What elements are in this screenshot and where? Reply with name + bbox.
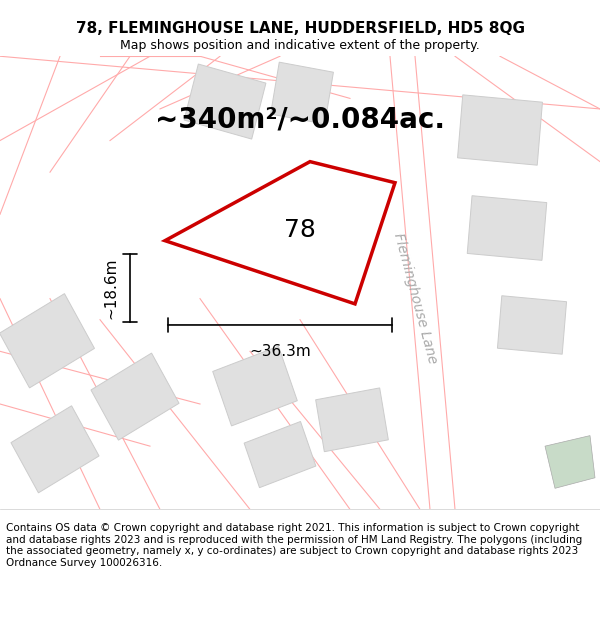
Polygon shape xyxy=(184,64,266,139)
Polygon shape xyxy=(91,353,179,440)
Polygon shape xyxy=(271,62,334,124)
Text: Contains OS data © Crown copyright and database right 2021. This information is : Contains OS data © Crown copyright and d… xyxy=(6,523,582,568)
Polygon shape xyxy=(11,406,99,493)
Text: 78: 78 xyxy=(284,218,316,242)
Text: 78, FLEMINGHOUSE LANE, HUDDERSFIELD, HD5 8QG: 78, FLEMINGHOUSE LANE, HUDDERSFIELD, HD5… xyxy=(76,21,524,36)
Text: Map shows position and indicative extent of the property.: Map shows position and indicative extent… xyxy=(120,39,480,51)
Text: Fleminghouse Lane: Fleminghouse Lane xyxy=(391,232,439,366)
Polygon shape xyxy=(316,388,388,452)
Polygon shape xyxy=(213,346,297,426)
Text: ~340m²/~0.084ac.: ~340m²/~0.084ac. xyxy=(155,106,445,134)
Polygon shape xyxy=(458,95,542,165)
Polygon shape xyxy=(545,436,595,488)
Polygon shape xyxy=(0,294,94,388)
Polygon shape xyxy=(467,196,547,261)
Polygon shape xyxy=(497,296,566,354)
Polygon shape xyxy=(244,421,316,488)
Text: ~36.3m: ~36.3m xyxy=(249,344,311,359)
Polygon shape xyxy=(165,162,395,304)
Text: ~18.6m: ~18.6m xyxy=(103,258,118,319)
